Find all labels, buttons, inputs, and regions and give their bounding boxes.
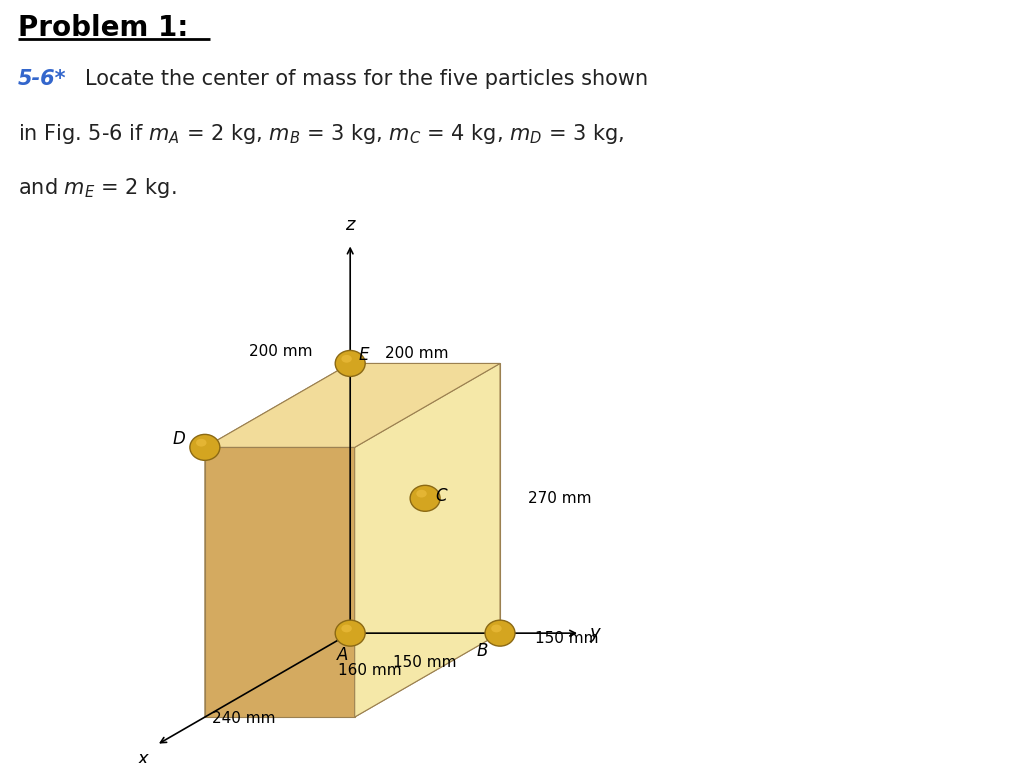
Ellipse shape [341,355,352,362]
Text: 200 mm: 200 mm [249,344,312,359]
Text: C: C [435,488,446,505]
Text: B: B [476,642,487,660]
Text: E: E [359,346,370,365]
Text: and $m_E$ = 2 kg.: and $m_E$ = 2 kg. [18,176,176,200]
Text: z: z [345,216,355,233]
Ellipse shape [189,434,220,460]
Ellipse shape [341,625,352,633]
Ellipse shape [417,490,427,497]
Text: 240 mm: 240 mm [212,711,275,726]
Text: 150 mm: 150 mm [393,655,457,670]
Ellipse shape [196,439,207,446]
Text: 160 mm: 160 mm [338,663,402,678]
Ellipse shape [492,625,502,633]
Text: y: y [590,624,600,642]
Text: 270 mm: 270 mm [528,491,592,506]
Text: in Fig. 5-6 if $m_A$ = 2 kg, $m_B$ = 3 kg, $m_C$ = 4 kg, $m_D$ = 3 kg,: in Fig. 5-6 if $m_A$ = 2 kg, $m_B$ = 3 k… [18,122,625,146]
Polygon shape [350,363,500,633]
Text: x: x [138,750,148,763]
Polygon shape [205,447,354,717]
Text: D: D [172,430,185,449]
Polygon shape [205,363,350,717]
Text: 200 mm: 200 mm [385,346,449,361]
Text: Locate the center of mass for the five particles shown: Locate the center of mass for the five p… [85,69,648,89]
Ellipse shape [485,620,515,646]
Ellipse shape [335,350,366,376]
Ellipse shape [411,485,440,511]
Polygon shape [354,363,500,717]
Text: Problem 1:: Problem 1: [18,14,188,42]
Polygon shape [205,363,500,447]
Text: A: A [337,646,348,664]
Ellipse shape [335,620,366,646]
Text: 150 mm: 150 mm [535,631,598,645]
Polygon shape [205,633,500,717]
Text: 5-6*: 5-6* [18,69,67,89]
